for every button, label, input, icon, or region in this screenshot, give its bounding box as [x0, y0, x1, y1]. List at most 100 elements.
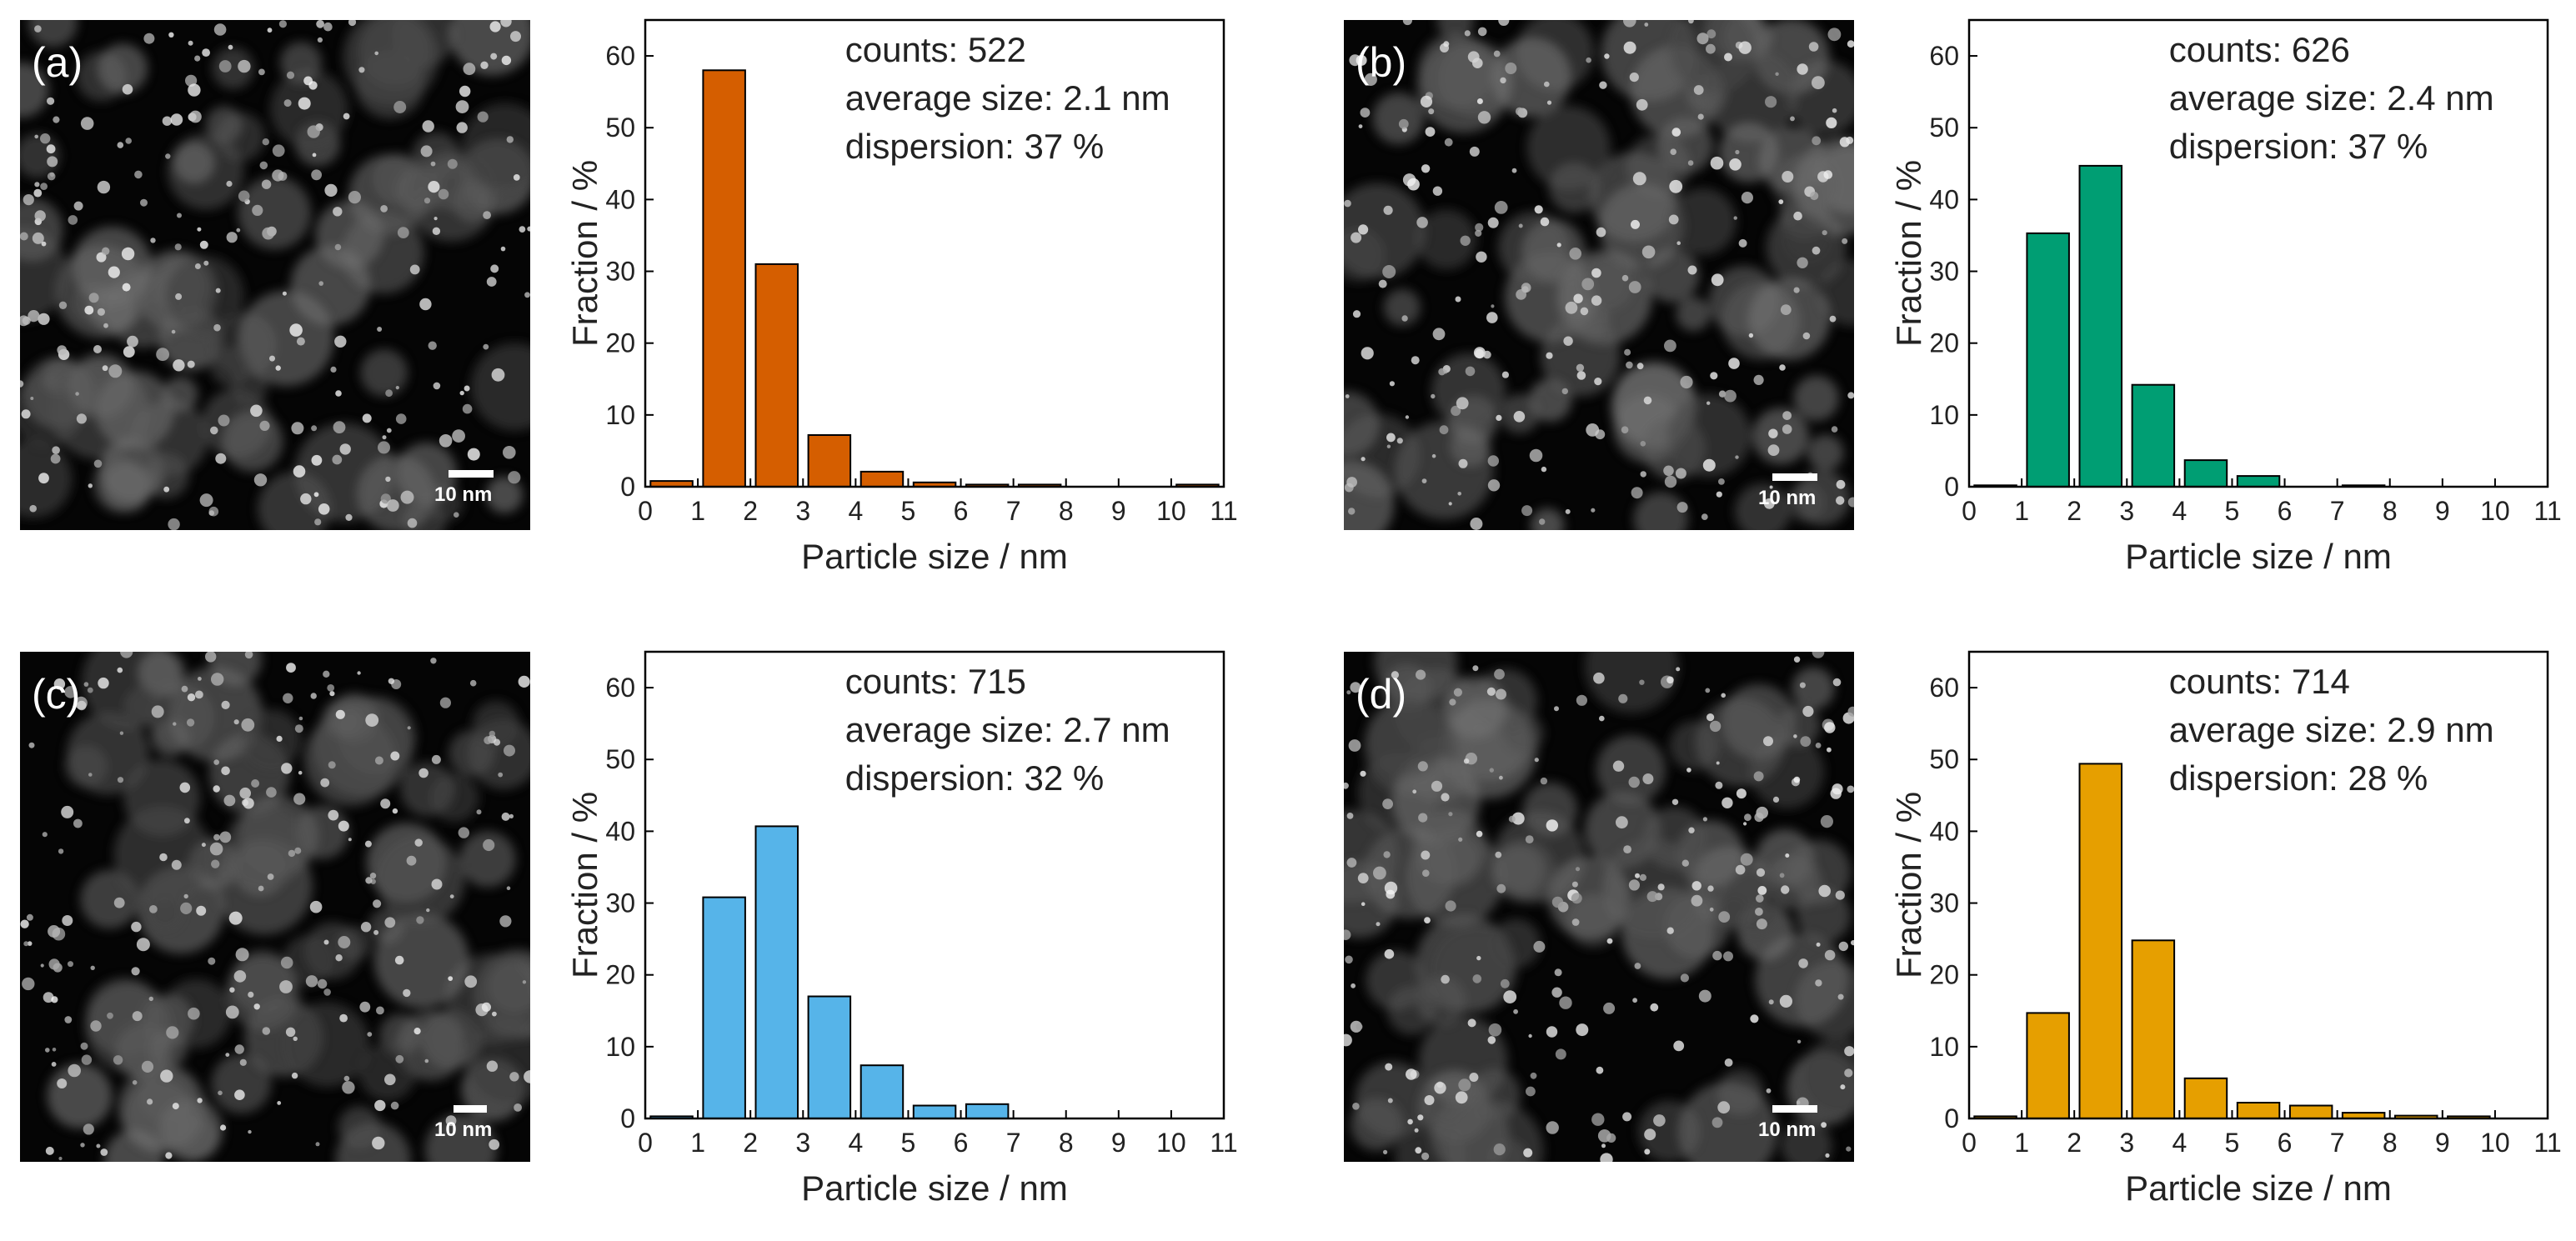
scale-bar-label: 10 nm: [434, 1118, 493, 1141]
y-tick-label: 10: [605, 400, 635, 430]
x-tick-label: 7: [2330, 1128, 2345, 1158]
panel-label: (b): [1356, 39, 1407, 86]
y-tick-label: 60: [1929, 673, 1959, 703]
bar: [2236, 1102, 2281, 1119]
y-tick-label: 40: [605, 184, 635, 214]
plot-frame: [1967, 18, 2549, 488]
scale-bar-label: 10 nm: [1758, 487, 1817, 509]
plot-frame: [644, 18, 1225, 488]
stats-annotation: dispersion: 32 %: [845, 758, 1105, 798]
histogram-svg: 0 1 2 3 4 5 6 7 8 9 10 11 0 10 20 30 40 50 60 Particle size…: [565, 18, 1238, 576]
scale-bar: [1772, 473, 1817, 481]
stats-annotation: counts: 522: [845, 30, 1026, 69]
x-tick-label: 7: [2330, 496, 2345, 526]
bar: [2183, 1077, 2228, 1119]
x-tick-label: 11: [2533, 1128, 2561, 1158]
x-tick-label: 4: [2172, 496, 2187, 526]
x-axis-label: Particle size / nm: [801, 1168, 1068, 1208]
scale-bar: [1772, 1105, 1817, 1113]
x-tick-label: 3: [795, 496, 810, 526]
bar: [965, 1103, 1010, 1119]
x-tick-label: 10: [1156, 496, 1186, 526]
micrograph-texture: [20, 20, 530, 530]
histogram-svg: 0 1 2 3 4 5 6 7 8 9 10 11 0 10 20 30 40 50 60 Particle size…: [565, 650, 1238, 1208]
micrograph-texture: [1344, 20, 1854, 530]
x-tick-label: 0: [1962, 1128, 1977, 1158]
stats-annotation: counts: 715: [845, 662, 1026, 701]
y-tick-label: 30: [605, 888, 635, 918]
x-tick-label: 3: [2119, 1128, 2134, 1158]
x-tick-label: 10: [2480, 1128, 2510, 1158]
y-axis-label: Fraction / %: [565, 160, 604, 347]
y-tick-label: 30: [1929, 257, 1959, 287]
x-axis-label: Particle size / nm: [2125, 1168, 2392, 1208]
x-tick-label: 5: [2225, 1128, 2240, 1158]
y-tick-label: 0: [1944, 472, 1959, 502]
y-tick-label: 20: [1929, 328, 1959, 358]
x-tick-label: 2: [743, 496, 758, 526]
x-tick-label: 9: [2435, 1128, 2450, 1158]
stats-annotation: average size: 2.4 nm: [2169, 78, 2494, 118]
y-tick-label: 0: [620, 472, 635, 502]
y-tick-label: 0: [1944, 1103, 1959, 1133]
stats-annotation: average size: 2.1 nm: [845, 78, 1170, 118]
bar: [2026, 232, 2070, 488]
stats-annotation: dispersion: 37 %: [845, 127, 1105, 166]
x-tick-label: 4: [2172, 1128, 2187, 1158]
x-tick-label: 3: [795, 1128, 810, 1158]
x-axis-label: Particle size / nm: [2125, 537, 2392, 576]
micrograph-a: (a) 10 nm: [20, 20, 530, 530]
bar: [860, 470, 905, 488]
y-tick-label: 20: [1929, 960, 1959, 990]
plot-frame: [1967, 650, 2549, 1120]
y-tick-label: 0: [620, 1103, 635, 1133]
bar: [860, 1064, 905, 1120]
y-tick-label: 20: [605, 328, 635, 358]
y-tick-label: 30: [605, 257, 635, 287]
x-tick-label: 5: [2225, 496, 2240, 526]
y-tick-label: 60: [605, 673, 635, 703]
histogram-b: 0 1 2 3 4 5 6 7 8 9 10 11 0 10 20 30 40 50 60 Particle size…: [1857, 0, 2574, 617]
micrograph-b: (b) 10 nm: [1344, 20, 1854, 530]
x-tick-label: 4: [848, 1128, 863, 1158]
bar: [754, 263, 799, 488]
x-tick-label: 11: [1210, 1128, 1237, 1158]
x-tick-label: 2: [743, 1128, 758, 1158]
x-tick-label: 7: [1006, 1128, 1021, 1158]
x-tick-label: 6: [954, 1128, 969, 1158]
histogram-svg: 0 1 2 3 4 5 6 7 8 9 10 11 0 10 20 30 40 50 60 Particle size…: [1889, 18, 2562, 576]
micrograph-c: (c) 10 nm: [20, 652, 530, 1162]
stats-annotation: dispersion: 37 %: [2169, 127, 2428, 166]
histogram-c: 0 1 2 3 4 5 6 7 8 9 10 11 0 10 20 30 40 50 60 Particle size…: [534, 632, 1250, 1237]
plot-frame: [644, 650, 1225, 1120]
x-tick-label: 1: [690, 496, 705, 526]
histogram-svg: 0 1 2 3 4 5 6 7 8 9 10 11 0 10 20 30 40 50 60 Particle size…: [1889, 650, 2562, 1208]
x-tick-label: 11: [2533, 496, 2561, 526]
x-tick-label: 6: [954, 496, 969, 526]
x-tick-label: 2: [2067, 496, 2082, 526]
x-tick-label: 8: [2383, 1128, 2398, 1158]
x-tick-label: 8: [2383, 496, 2398, 526]
bar: [807, 995, 852, 1119]
y-tick-label: 30: [1929, 888, 1959, 918]
x-tick-label: 6: [2278, 1128, 2293, 1158]
x-tick-label: 3: [2119, 496, 2134, 526]
stats-annotation: counts: 714: [2169, 662, 2350, 701]
panel-label: (c): [32, 671, 81, 718]
bar: [2183, 459, 2228, 488]
bar: [702, 896, 746, 1119]
bar: [2236, 475, 2281, 488]
scale-bar-label: 10 nm: [1758, 1118, 1817, 1141]
micrograph-texture: [20, 652, 530, 1162]
stats-annotation: average size: 2.9 nm: [2169, 710, 2494, 749]
x-tick-label: 9: [1111, 496, 1126, 526]
x-tick-label: 1: [2014, 496, 2029, 526]
histogram-d: 0 1 2 3 4 5 6 7 8 9 10 11 0 10 20 30 40 50 60 Particle size…: [1857, 632, 2574, 1237]
y-tick-label: 50: [605, 113, 635, 143]
y-tick-label: 40: [1929, 184, 1959, 214]
y-axis-label: Fraction / %: [1889, 160, 1928, 347]
scale-bar: [454, 1105, 487, 1113]
x-tick-label: 6: [2278, 496, 2293, 526]
y-tick-label: 40: [605, 816, 635, 846]
x-tick-label: 7: [1006, 496, 1021, 526]
